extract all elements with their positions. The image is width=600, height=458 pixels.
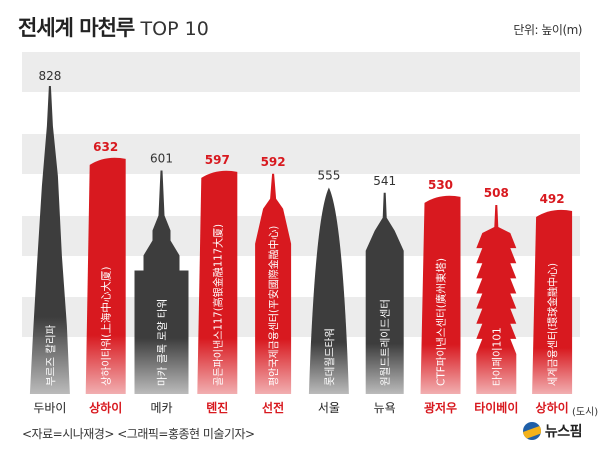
newspim-logo: 뉴스핌 <box>522 421 583 441</box>
building-7 <box>365 192 404 394</box>
building-3 <box>134 170 189 394</box>
building-4 <box>197 170 238 394</box>
unit-label: 단위: 높이(m) <box>513 23 582 37</box>
value-label: 541 <box>373 174 396 188</box>
building-5 <box>255 173 292 394</box>
building-name: CTF파이낸스센터(廣州東塔) <box>435 258 448 386</box>
city-label: 상하이 <box>89 400 122 415</box>
building-name: 부르즈 칼리파 <box>44 324 57 386</box>
chart-title: 전세계 마천루 TOP 10 <box>18 12 209 42</box>
value-label: 828 <box>38 69 61 83</box>
value-label: 492 <box>540 192 565 206</box>
value-label: 632 <box>93 140 118 154</box>
building-2 <box>85 157 126 394</box>
building-name: 마카 클록 로얄 타워 <box>156 299 169 386</box>
city-label: 톈진 <box>206 400 228 415</box>
city-label: 선전 <box>262 400 284 415</box>
city-label: 뉴욕 <box>374 401 396 415</box>
building-name: 상하이타워(上海中心大厦) <box>100 267 113 387</box>
building-name: 타이페이101 <box>491 327 503 386</box>
building-name: 세계금융센터(環球金融中心) <box>546 263 559 386</box>
title-sub: TOP 10 <box>140 18 209 40</box>
building-1 <box>29 86 70 394</box>
value-label: 508 <box>484 186 509 200</box>
title-main: 전세계 마천루 <box>18 16 135 40</box>
value-label: 555 <box>317 169 340 183</box>
value-label: 592 <box>261 155 286 169</box>
city-label: 서울 <box>318 401 340 415</box>
logo-icon <box>522 422 541 440</box>
building-9 <box>476 205 517 394</box>
value-label: 601 <box>150 151 173 165</box>
city-label: 타이베이 <box>474 400 518 415</box>
city-label: 두바이 <box>33 401 66 415</box>
logo-text: 뉴스핌 <box>544 424 583 440</box>
building-name: 평안국제금융센터(平安國際金融中心) <box>267 226 280 386</box>
city-label: 상하이 <box>536 400 569 415</box>
city-suffix: (도시) <box>572 407 599 418</box>
building-name: 골든파이낸스117(高银金融117大厦) <box>211 224 224 386</box>
building-8 <box>420 195 461 394</box>
city-label: 메카 <box>150 401 172 415</box>
building-6 <box>308 187 349 394</box>
source-credit: <자료=시나재경> <그래픽=홍종현 미술기자> <box>22 427 255 441</box>
building-name: 원월드트레이드센터 <box>380 299 392 386</box>
city-label: 광저우 <box>424 400 457 415</box>
building-10 <box>532 209 573 394</box>
building-name: 롯데월드타워 <box>323 328 336 386</box>
background-band <box>22 52 580 92</box>
value-label: 597 <box>205 153 230 167</box>
value-label: 530 <box>428 178 453 192</box>
